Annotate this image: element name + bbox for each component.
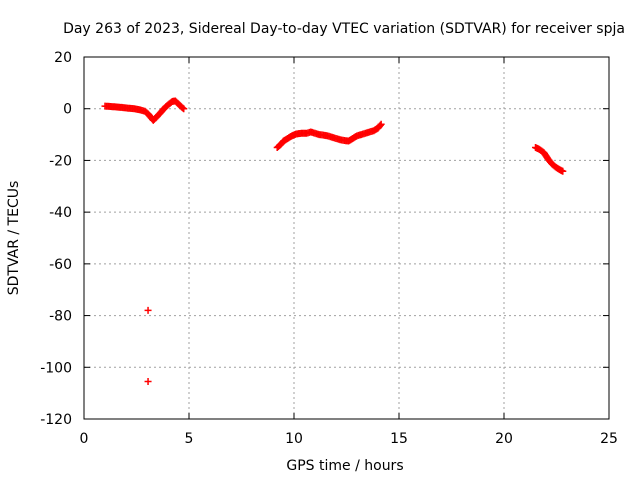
x-tick-label: 25 (600, 431, 618, 447)
x-tick-label: 10 (285, 431, 303, 447)
chart-title: Day 263 of 2023, Sidereal Day-to-day VTE… (63, 21, 625, 37)
y-tick-label: -40 (49, 205, 72, 221)
y-tick-label: -120 (40, 412, 72, 428)
data-points (101, 97, 567, 386)
data-point (144, 378, 152, 386)
data-point (377, 120, 385, 128)
x-tick-label: 0 (80, 431, 89, 447)
grid (84, 57, 609, 419)
x-tick-label: 20 (495, 431, 513, 447)
data-point (559, 167, 567, 175)
y-tick-label: -100 (40, 360, 72, 376)
data-point (179, 104, 187, 112)
data-point (180, 105, 188, 113)
x-tick-label: 5 (185, 431, 194, 447)
y-tick-label: 0 (63, 102, 72, 118)
x-axis-label: GPS time / hours (286, 458, 403, 474)
y-tick-label: -80 (49, 309, 72, 325)
plot-frame (83, 56, 610, 420)
data-point (376, 121, 384, 129)
x-tick-label: 15 (390, 431, 408, 447)
y-axis-label: SDTVAR / TECUs (6, 181, 22, 296)
y-tick-label: 20 (54, 50, 72, 66)
y-tick-label: -60 (49, 257, 72, 273)
data-point (144, 306, 152, 314)
y-tick-label: -20 (49, 153, 72, 169)
axis-ticks: 0 5 10 15 20 25 -120 -100 -80 -60 -40 -20 0 20 (40, 50, 618, 447)
